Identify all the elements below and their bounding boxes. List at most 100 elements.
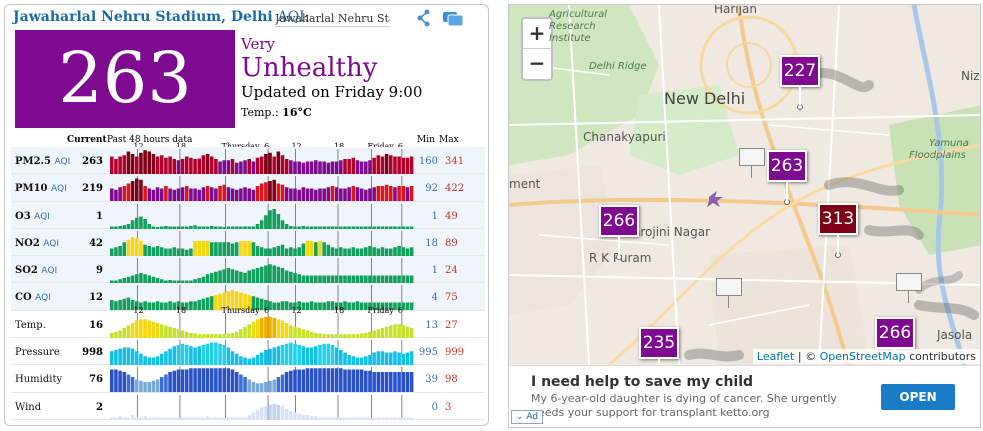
sparkline-bar: [222, 292, 226, 311]
leaflet-link[interactable]: Leaflet: [756, 350, 795, 363]
station-search-input[interactable]: [275, 10, 390, 27]
sparkline-bar: [372, 247, 376, 256]
station-name[interactable]: Jawaharlal Nehru Stadium, Delhi: [13, 9, 273, 25]
sparkline-bar: [118, 156, 122, 174]
sparkline-bar: [193, 159, 197, 174]
aqi-station-marker[interactable]: 313: [818, 203, 858, 258]
sparkline-bar: [164, 280, 168, 284]
sparkline-bar: [284, 187, 289, 202]
row-sparkline[interactable]: [110, 393, 414, 420]
aqi-station-marker[interactable]: 266: [599, 205, 639, 260]
ad-title[interactable]: I need help to save my child: [531, 374, 754, 390]
history-row: SO2 AQI 9 1 24: [11, 256, 485, 284]
aqi-station-marker[interactable]: 227: [780, 55, 820, 110]
sparkline-bar: [376, 372, 381, 393]
sparkline-bar: [384, 302, 389, 311]
aqi-station-marker[interactable]: 235: [639, 327, 679, 382]
sparkline-bar: [351, 157, 356, 174]
sparkline-bar: [139, 152, 143, 174]
sparkline-bar: [380, 327, 385, 338]
sparkline-bar: [322, 368, 326, 393]
row-sparkline[interactable]: [110, 202, 414, 229]
sparkline-bar: [322, 188, 326, 202]
sparkline-bar: [164, 186, 168, 202]
row-sparkline[interactable]: [110, 256, 414, 284]
sparkline-bar: [326, 301, 331, 311]
sparkline-bar: [364, 371, 368, 393]
sparkline-bar: [118, 300, 122, 311]
sparkline-bar: [251, 382, 256, 393]
sparkline-bar: [222, 345, 226, 366]
sparkline-bar: [389, 186, 393, 202]
sparkline-bar: [214, 342, 218, 366]
sparkline-bar: [334, 302, 339, 311]
row-sparkline[interactable]: [110, 338, 414, 366]
marker-anchor-dot: [784, 199, 790, 205]
ad-open-button[interactable]: OPEN: [881, 384, 955, 410]
row-sparkline[interactable]: [110, 174, 414, 202]
sparkline-bar: [330, 334, 335, 338]
sparkline-bar: [189, 248, 193, 256]
chat-icon[interactable]: [442, 10, 464, 28]
zoom-in-button[interactable]: +: [523, 19, 551, 49]
time-tick-label: 12: [133, 142, 143, 151]
sparkline-bar: [226, 417, 231, 420]
sparkline-bar: [201, 226, 206, 229]
sparkline-bar: [197, 300, 202, 311]
sparkline-bar: [114, 247, 118, 256]
sparkline-bar: [397, 186, 401, 202]
sparkline-bar: [343, 159, 347, 174]
sparkline-bar: [289, 225, 293, 229]
sparkline-bar: [226, 242, 231, 256]
map-label-floodplains: Floodplains: [909, 150, 966, 161]
sparkline-bar: [393, 226, 397, 229]
sparkline-bar: [205, 240, 210, 256]
sparkline-bar: [280, 345, 285, 366]
sparkline-bar: [172, 226, 177, 229]
sparkline-bar: [405, 326, 410, 338]
ad-banner[interactable]: I need help to save my child My 6-year-o…: [509, 365, 980, 427]
aqi-station-marker[interactable]: 263: [767, 150, 807, 205]
sparkline-bar: [134, 217, 139, 229]
map-label-delhi-ridge: Delhi Ridge: [589, 61, 647, 72]
sparkline-bar: [343, 275, 347, 284]
row-sparkline[interactable]: [110, 311, 414, 338]
sparkline-bar: [276, 213, 281, 229]
sparkline-bar: [393, 187, 397, 202]
station-marker-empty[interactable]: [716, 278, 742, 308]
map-panel[interactable]: + − Harijan Agricultural Research Instit…: [508, 4, 981, 428]
sparkline-bar: [251, 321, 256, 338]
sparkline-bar: [147, 275, 152, 284]
sparkline-bar: [147, 382, 152, 393]
sparkline-bar: [172, 346, 177, 366]
sparkline-bar: [184, 249, 189, 256]
zoom-out-button[interactable]: −: [528, 51, 546, 75]
sparkline-bar: [289, 247, 293, 256]
osm-link[interactable]: OpenStreetMap: [819, 350, 906, 363]
map-label-new-delhi: New Delhi: [664, 89, 746, 108]
row-max-value: 24: [445, 265, 458, 277]
aqi-station-marker[interactable]: 266: [875, 317, 915, 372]
sparkline-bar: [110, 369, 114, 393]
station-marker-empty[interactable]: [896, 273, 922, 303]
sparkline-bar: [314, 415, 318, 420]
row-sparkline[interactable]: [110, 365, 414, 393]
sparkline-bar: [314, 332, 318, 338]
sparkline-bar: [301, 329, 306, 338]
ad-tag[interactable]: ⌄ Ad: [511, 410, 543, 424]
row-sparkline[interactable]: [110, 147, 414, 174]
sparkline-bar: [143, 301, 147, 311]
sparkline-bar: [380, 275, 385, 284]
row-sparkline[interactable]: [110, 229, 414, 256]
sparkline-bar: [134, 301, 139, 311]
share-icon[interactable]: [416, 9, 432, 27]
sparkline-bar: [293, 369, 297, 393]
sparkline-bar: [176, 248, 181, 256]
sparkline-bar: [168, 248, 172, 256]
sparkline-bar: [243, 160, 247, 174]
row-sparkline[interactable]: [110, 283, 414, 311]
sparkline-bar: [322, 417, 326, 420]
station-marker-empty[interactable]: [739, 148, 765, 178]
sparkline-bar: [247, 188, 251, 202]
map-tiles[interactable]: [509, 5, 981, 365]
